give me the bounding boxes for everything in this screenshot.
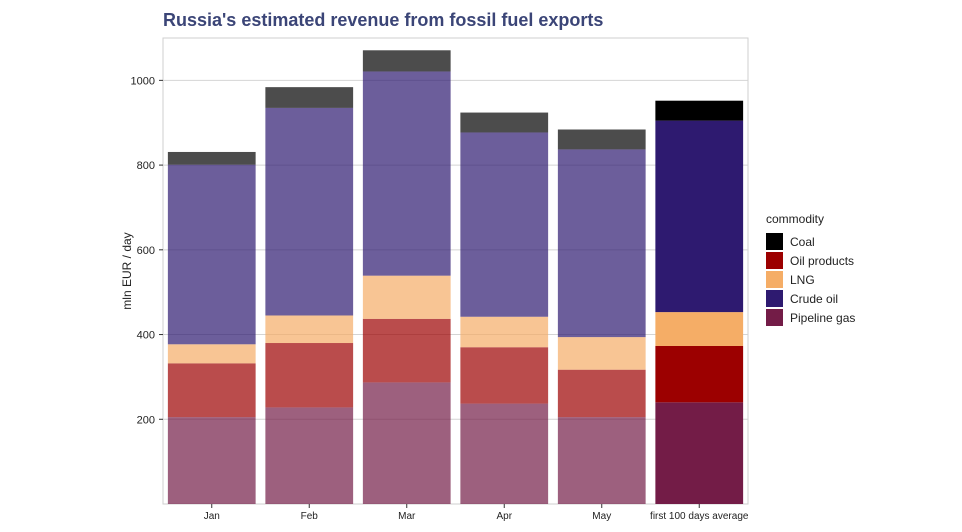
bar-segment	[167, 363, 256, 418]
chart-title: Russia's estimated revenue from fossil f…	[163, 10, 604, 30]
legend-label: Oil products	[790, 253, 855, 268]
bar-segment	[655, 312, 744, 346]
legend-title: commodity	[766, 212, 825, 226]
legend-item: Oil products	[766, 251, 855, 270]
bar-segment	[265, 87, 354, 108]
bar-segment	[167, 344, 256, 364]
bar-segment	[557, 337, 646, 370]
bar-segment	[460, 112, 549, 133]
bar-segment	[460, 403, 549, 504]
bar-segment	[460, 316, 549, 348]
bar-segment	[557, 417, 646, 504]
bar-segment	[167, 417, 256, 504]
bar-segment	[655, 100, 744, 121]
legend-label: Pipeline gas	[790, 310, 856, 325]
bar-segment	[362, 318, 451, 383]
bar-segment	[460, 132, 549, 317]
y-axis-label: mln EUR / day	[120, 232, 134, 309]
legend-label: LNG	[790, 272, 815, 287]
legend-swatch	[766, 271, 783, 288]
legend-label: Crude oil	[790, 291, 839, 306]
bar-segment	[265, 315, 354, 344]
legend-item: LNG	[766, 270, 855, 289]
bar-segment	[362, 382, 451, 504]
legend-swatch	[766, 309, 783, 326]
legend-swatch	[766, 252, 783, 269]
x-tick-label: Apr	[496, 511, 512, 522]
y-tick-label: 200	[137, 414, 155, 426]
legend-swatch	[766, 290, 783, 307]
legend-items: Coal Oil products LNG Crude oil Pipeline gas	[766, 232, 855, 327]
bar-segment	[265, 107, 354, 316]
bar-segment	[655, 345, 744, 403]
y-tick-label: 1000	[131, 75, 155, 87]
bar-segment	[362, 71, 451, 276]
bar-segment	[265, 343, 354, 408]
bar-segment	[557, 129, 646, 150]
x-tick-label: first 100 days average	[650, 511, 749, 522]
legend-swatch	[766, 233, 783, 250]
bar-segment	[362, 50, 451, 72]
legend-item: Coal	[766, 232, 855, 251]
bar-segment	[265, 407, 354, 504]
legend-item: Crude oil	[766, 289, 855, 308]
bar-segment	[557, 149, 646, 338]
x-tick-label: Feb	[301, 511, 319, 522]
bar-segment	[655, 402, 744, 504]
bar-segment	[460, 347, 549, 404]
x-tick-label: Mar	[398, 511, 416, 522]
x-tick-label: Jan	[204, 511, 220, 522]
bar-segment	[362, 275, 451, 319]
y-tick-label: 400	[137, 330, 155, 342]
bar-segment	[167, 164, 256, 345]
legend-label: Coal	[790, 234, 815, 249]
y-tick-label: 600	[137, 245, 155, 257]
legend-item: Pipeline gas	[766, 308, 855, 327]
bar-segment	[655, 120, 744, 313]
bar-segment	[167, 151, 256, 165]
legend: commodity Coal Oil products LNG Crude oil Pi…	[766, 212, 855, 327]
bar-segment	[557, 369, 646, 418]
x-tick-label: May	[592, 511, 611, 522]
y-tick-label: 800	[137, 160, 155, 172]
plot-panel-border	[162, 37, 749, 505]
